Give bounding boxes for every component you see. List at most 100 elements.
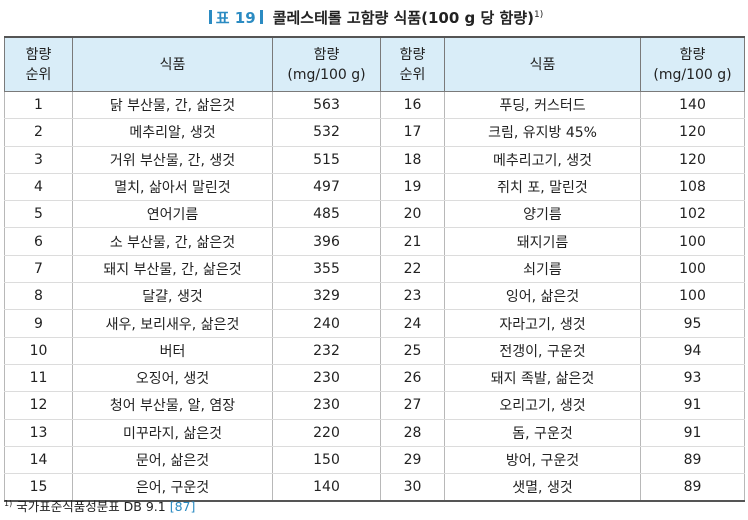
cell-rank-right: 29 [380,446,445,475]
cell-amount-right: 91 [640,419,745,447]
header-amount-right: 함량 (mg/100 g) [640,36,745,92]
cell-rank-left: 2 [4,118,73,147]
cell-rank-left: 6 [4,227,73,256]
table-row: 9 새우, 보리새우, 삶은것 240 24 자라고기, 생것 95 [4,309,745,338]
cell-food-left: 거위 부산물, 간, 생것 [72,146,273,174]
table-row: 10 버터 232 25 전갱이, 구운것 94 [4,337,745,365]
cell-amount-right: 89 [640,446,745,475]
table-number: 표 19 [215,9,256,27]
cell-food-right: 양기름 [444,200,641,229]
cell-amount-left: 220 [272,419,381,447]
cell-rank-left: 12 [4,391,73,420]
cell-food-left: 새우, 보리새우, 삶은것 [72,309,273,338]
cell-amount-left: 396 [272,227,381,256]
cell-amount-right: 91 [640,391,745,420]
cell-rank-left: 13 [4,419,73,447]
cell-amount-right: 89 [640,473,745,503]
cell-food-left: 멸치, 삶아서 말린것 [72,173,273,202]
cell-food-right: 크림, 유지방 45% [444,118,641,147]
table-row: 7 돼지 부산물, 간, 삶은것 355 22 쇠기름 100 [4,255,745,284]
table-row: 4 멸치, 삶아서 말린것 497 19 쥐치 포, 말린것 108 [4,173,745,202]
cell-food-left: 달걀, 생것 [72,282,273,311]
cell-amount-right: 100 [640,282,745,311]
cell-amount-right: 120 [640,146,745,174]
cell-food-right: 돔, 구운것 [444,419,641,447]
cell-food-left: 청어 부산물, 알, 염장 [72,391,273,420]
cell-rank-right: 30 [380,473,445,503]
cell-food-right: 자라고기, 생것 [444,309,641,338]
cell-amount-left: 329 [272,282,381,311]
cell-rank-left: 3 [4,146,73,174]
cell-food-right: 잉어, 삶은것 [444,282,641,311]
cell-food-right: 오리고기, 생것 [444,391,641,420]
cell-food-right: 푸딩, 커스터드 [444,91,641,120]
cell-amount-right: 95 [640,309,745,338]
table-row: 8 달걀, 생것 329 23 잉어, 삶은것 100 [4,282,745,311]
header-rank-left: 함량 순위 [4,36,73,92]
cell-rank-left: 4 [4,173,73,202]
cell-rank-right: 24 [380,309,445,338]
cell-rank-right: 25 [380,337,445,365]
header-food-right: 식품 [444,36,641,92]
cell-food-left: 오징어, 생것 [72,364,273,393]
cell-amount-left: 355 [272,255,381,284]
table-caption: 표 19 콜레스테롤 고함량 식품(100 g 당 함량)1) [0,4,748,29]
cell-amount-left: 150 [272,446,381,475]
caption-bar-right [259,10,263,24]
cholesterol-table: 함량 순위 식품 함량 (mg/100 g) 함량 순위 식품 함량 (mg/100 g… [4,36,745,503]
table-row: 2 메추리알, 생것 532 17 크림, 유지방 45% 120 [4,118,745,147]
cell-amount-left: 515 [272,146,381,174]
cell-amount-left: 563 [272,91,381,120]
footnote: 1) 국가표준식품성분표 DB 9.1 [87] [4,496,195,515]
table-row: 5 연어기름 485 20 양기름 102 [4,200,745,229]
cell-rank-left: 8 [4,282,73,311]
cell-amount-right: 108 [640,173,745,202]
cell-food-left: 버터 [72,337,273,365]
cell-rank-right: 16 [380,91,445,120]
cell-rank-right: 22 [380,255,445,284]
cell-food-left: 돼지 부산물, 간, 삶은것 [72,255,273,284]
cell-amount-left: 485 [272,200,381,229]
table-row: 11 오징어, 생것 230 26 돼지 족발, 삶은것 93 [4,364,745,393]
table-row: 15 은어, 구운것 140 30 샛멸, 생것 89 [4,473,745,503]
cell-rank-right: 20 [380,200,445,229]
cell-rank-left: 9 [4,309,73,338]
footnote-text: 국가표준식품성분표 DB 9.1 [16,499,166,514]
cell-rank-right: 17 [380,118,445,147]
cell-rank-right: 28 [380,419,445,447]
cell-food-left: 문어, 삶은것 [72,446,273,475]
table-row: 3 거위 부산물, 간, 생것 515 18 메추리고기, 생것 120 [4,146,745,174]
cell-food-right: 샛멸, 생것 [444,473,641,503]
cell-rank-left: 10 [4,337,73,365]
cell-amount-left: 532 [272,118,381,147]
cell-food-left: 메추리알, 생것 [72,118,273,147]
footnote-reference: [87] [169,499,196,514]
cell-food-left: 미꾸라지, 삶은것 [72,419,273,447]
cell-amount-right: 93 [640,364,745,393]
cell-amount-right: 94 [640,337,745,365]
cell-amount-right: 100 [640,255,745,284]
cell-amount-right: 140 [640,91,745,120]
cell-amount-left: 230 [272,391,381,420]
cell-amount-right: 100 [640,227,745,256]
cell-food-right: 돼지기름 [444,227,641,256]
cell-rank-right: 21 [380,227,445,256]
cell-amount-left: 497 [272,173,381,202]
cell-amount-left: 240 [272,309,381,338]
cell-food-left: 은어, 구운것 [72,473,273,503]
cell-rank-right: 26 [380,364,445,393]
cell-amount-left: 232 [272,337,381,365]
table-title: 콜레스테롤 고함량 식품(100 g 당 함량) [272,9,534,27]
cell-food-right: 쇠기름 [444,255,641,284]
cell-food-left: 닭 부산물, 간, 삶은것 [72,91,273,120]
title-footnote-marker: 1) [533,10,544,20]
cell-amount-left: 140 [272,473,381,503]
cell-food-left: 연어기름 [72,200,273,229]
cell-amount-left: 230 [272,364,381,393]
table-row: 12 청어 부산물, 알, 염장 230 27 오리고기, 생것 91 [4,391,745,420]
table-row: 13 미꾸라지, 삶은것 220 28 돔, 구운것 91 [4,419,745,447]
header-rank-right: 함량 순위 [380,36,445,92]
